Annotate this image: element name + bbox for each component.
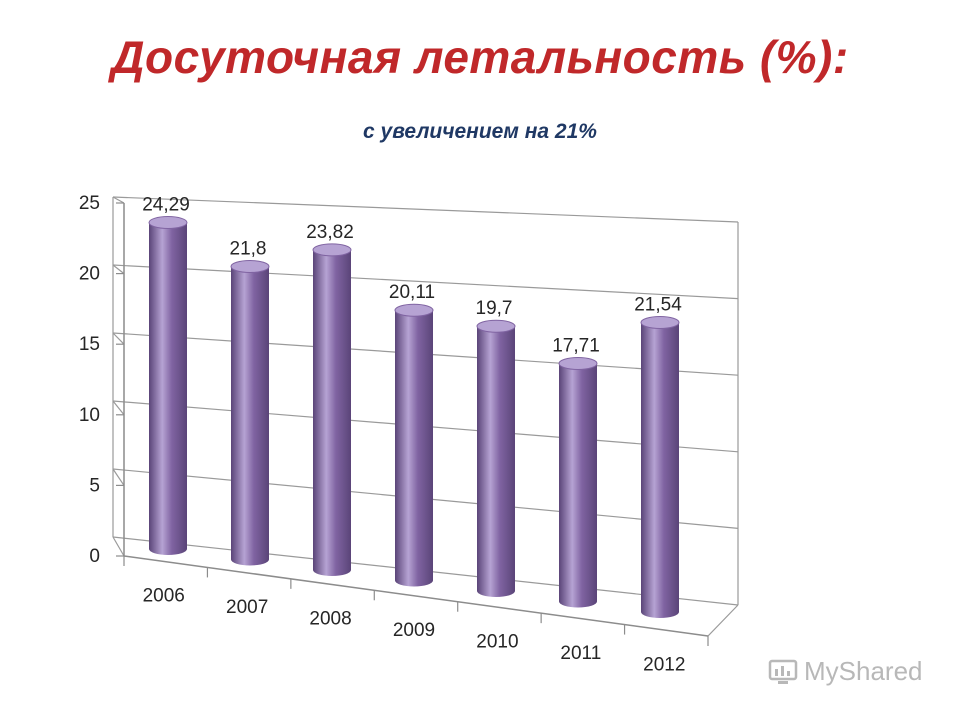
bar xyxy=(149,222,187,555)
gridline-side xyxy=(112,264,125,275)
x-tick-label: 2006 xyxy=(143,586,185,607)
x-tick-label: 2010 xyxy=(476,631,518,652)
bar-top xyxy=(476,319,516,333)
y-tick-label: 25 xyxy=(79,193,100,214)
x-tick-label: 2011 xyxy=(560,643,601,664)
x-axis xyxy=(123,555,709,637)
chart-subtitle: с увеличением на 21% xyxy=(363,120,597,143)
y-tick-label: 5 xyxy=(89,475,100,496)
data-label: 21,54 xyxy=(634,295,682,316)
page-title: Досуточная летальность (%): xyxy=(111,31,849,83)
x-tick-label: 2009 xyxy=(393,620,435,641)
data-label: 21,8 xyxy=(230,239,267,260)
y-tick-label: 20 xyxy=(79,264,100,285)
data-label: 17,71 xyxy=(552,335,600,356)
gridline-side xyxy=(112,332,125,345)
y-tick-label: 15 xyxy=(79,334,100,355)
bar xyxy=(641,322,679,618)
bar xyxy=(477,326,515,597)
bar-top xyxy=(640,316,680,330)
myshared-logo-icon xyxy=(768,659,798,684)
data-label: 24,29 xyxy=(142,195,190,216)
bar xyxy=(313,249,351,577)
data-label: 19,7 xyxy=(476,298,513,319)
x-tick-label: 2007 xyxy=(226,597,268,618)
x-tick-label: 2008 xyxy=(309,609,351,630)
y-tick-label: 0 xyxy=(89,546,100,567)
bar-top xyxy=(394,303,434,317)
data-label: 20,11 xyxy=(389,282,435,303)
bar xyxy=(231,266,269,566)
bar xyxy=(395,310,433,587)
y-tick-label: 10 xyxy=(79,405,100,426)
bar-top xyxy=(230,260,270,274)
bar-top xyxy=(558,356,598,370)
bar xyxy=(559,363,597,608)
bar-top xyxy=(148,216,188,230)
floor-edge xyxy=(707,604,739,637)
bar-top xyxy=(312,243,352,257)
x-tick-label: 2012 xyxy=(643,654,685,675)
watermark: MyShared xyxy=(768,656,923,687)
gridline-side xyxy=(112,400,125,416)
gridline-side xyxy=(112,468,125,486)
gridline xyxy=(112,264,739,300)
gridline-side xyxy=(112,536,125,557)
watermark-text: MyShared xyxy=(804,656,923,686)
gridline xyxy=(112,196,739,223)
gridline-side xyxy=(112,196,125,204)
data-label: 23,82 xyxy=(306,222,354,243)
